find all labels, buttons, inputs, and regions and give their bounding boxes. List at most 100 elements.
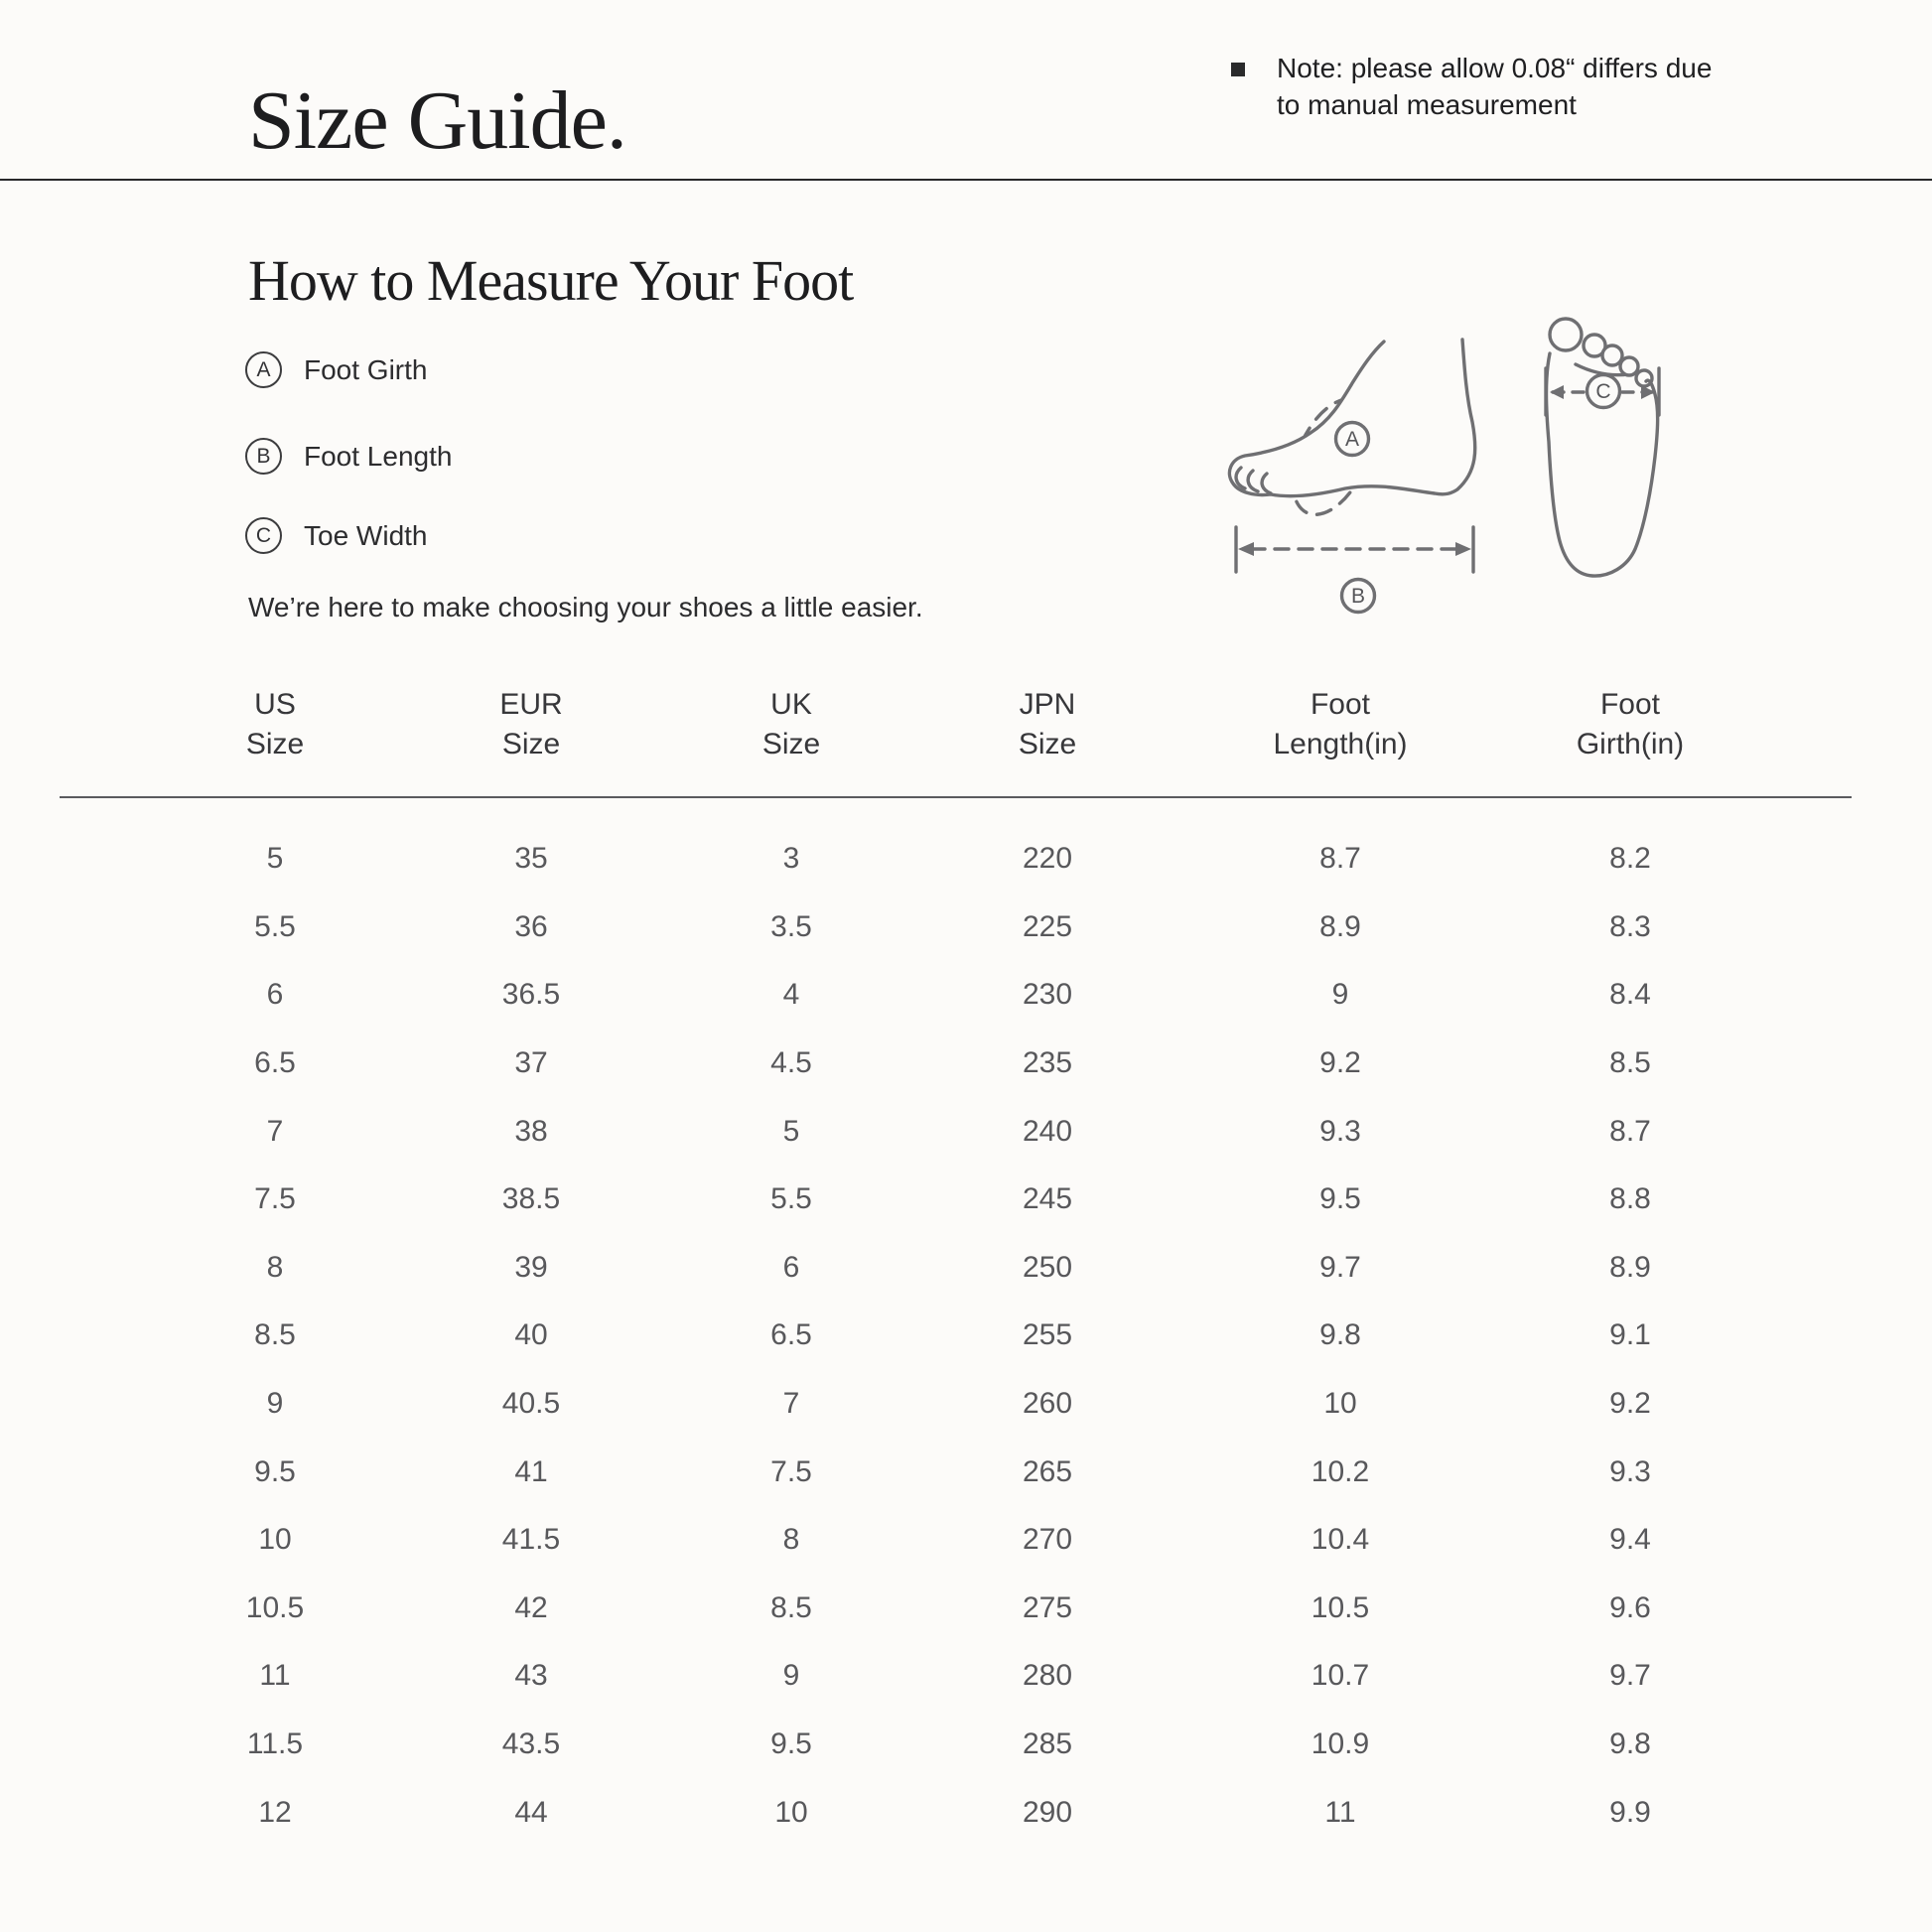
circled-letter-b: B	[245, 438, 282, 475]
note-text: Note: please allow 0.08“ differs due to …	[1277, 53, 1713, 120]
table-cell: 9.1	[1609, 1318, 1651, 1352]
label-b-text: B	[1351, 585, 1365, 608]
toe-curl-lines	[1234, 466, 1273, 495]
toe-5	[1634, 368, 1654, 388]
table-row: 11.5 43.5 9.5 285 10.9 9.8	[0, 1711, 1932, 1779]
table-cell: 10.9	[1311, 1727, 1370, 1761]
table-cell: 280	[1022, 1659, 1073, 1693]
side-foot-outline	[1227, 338, 1477, 498]
table-cell: 220	[1022, 842, 1073, 876]
table-cell: 9.8	[1319, 1318, 1361, 1352]
table-cell: 245	[1022, 1182, 1073, 1216]
table-cell: 7.5	[770, 1454, 812, 1488]
legend-label: Toe Width	[304, 519, 428, 551]
measurement-note: Note: please allow 0.08“ differs due to …	[1231, 50, 1718, 123]
table-cell: 9.7	[1609, 1659, 1651, 1693]
header-line: Length(in)	[1273, 728, 1408, 760]
legend-label: Foot Length	[304, 440, 453, 472]
table-row: 8.5 40 6.5 255 9.8 9.1	[0, 1302, 1932, 1370]
table-cell: 8.9	[1319, 909, 1361, 943]
header-line: Size	[501, 728, 561, 760]
table-cell: 11	[1324, 1795, 1356, 1829]
table-cell: 9.5	[1319, 1182, 1361, 1216]
table-cell: 290	[1022, 1795, 1073, 1829]
legend-key: A	[256, 357, 271, 381]
table-cell: 41	[514, 1454, 548, 1488]
table-cell: 10.4	[1311, 1523, 1370, 1557]
table-cell: 8.2	[1609, 842, 1651, 876]
legend-key: B	[256, 444, 271, 468]
table-cell: 255	[1022, 1318, 1073, 1352]
table-cell: 38.5	[501, 1182, 561, 1216]
table-header-divider	[60, 796, 1852, 798]
table-cell: 270	[1022, 1523, 1073, 1557]
table-cell: 8	[782, 1523, 800, 1557]
width-measure-arrow	[1544, 366, 1661, 417]
side-foot-silhouette	[1229, 340, 1475, 496]
table-row: 5.5 36 3.5 225 8.9 8.3	[0, 894, 1932, 962]
legend-key: C	[255, 523, 272, 547]
table-cell: 39	[514, 1250, 548, 1284]
side-foot-illustration: A B	[1227, 338, 1477, 615]
table-cell: 4.5	[770, 1046, 812, 1080]
table-cell: 3.5	[770, 909, 812, 943]
table-cell: 37	[514, 1046, 548, 1080]
table-row: 6 36.5 4 230 9 8.4	[0, 961, 1932, 1030]
circled-letter-a: A	[245, 351, 282, 388]
table-cell: 9.3	[1319, 1114, 1361, 1148]
table-header-cell: JPN Size	[1019, 685, 1076, 764]
length-measure-arrow	[1234, 525, 1475, 574]
table-cell: 6	[782, 1250, 800, 1284]
header-line: US	[254, 688, 296, 721]
table-row: 9 40.5 7 260 10 9.2	[0, 1370, 1932, 1439]
table-cell: 9	[1331, 978, 1349, 1012]
table-cell: 8.9	[1609, 1250, 1651, 1284]
table-cell: 235	[1022, 1046, 1073, 1080]
table-cell: 10.5	[245, 1590, 305, 1624]
table-cell: 5	[266, 842, 284, 876]
table-cell: 42	[514, 1590, 548, 1624]
table-cell: 40	[514, 1318, 548, 1352]
foot-measurement-diagram: A B	[1227, 317, 1661, 615]
table-header-cell: Foot Girth(in)	[1577, 685, 1684, 764]
table-cell: 11	[259, 1659, 291, 1693]
table-cell: 40.5	[501, 1387, 561, 1421]
header-line: Size	[1018, 728, 1077, 760]
header-line: UK	[770, 688, 812, 721]
table-cell: 8.5	[254, 1318, 296, 1352]
sole-outline	[1544, 351, 1660, 578]
header-divider	[0, 179, 1932, 181]
table-row: 5 35 3 220 8.7 8.2	[0, 825, 1932, 894]
label-a-text: A	[1345, 428, 1359, 451]
table-cell: 5.5	[770, 1182, 812, 1216]
header-line: Foot	[1310, 688, 1371, 721]
table-cell: 9.5	[254, 1454, 296, 1488]
legend-label: Foot Girth	[304, 353, 428, 385]
table-cell: 9.6	[1609, 1590, 1651, 1624]
label-b-circle	[1339, 577, 1377, 615]
table-row: 9.5 41 7.5 265 10.2 9.3	[0, 1438, 1932, 1506]
table-cell: 225	[1022, 909, 1073, 943]
label-c-circle	[1585, 372, 1622, 410]
table-cell: 8.5	[1609, 1046, 1651, 1080]
table-cell: 9.4	[1609, 1523, 1651, 1557]
table-cell: 6.5	[254, 1046, 296, 1080]
table-cell: 240	[1022, 1114, 1073, 1148]
table-cell: 250	[1022, 1250, 1073, 1284]
table-header-row: US Size EUR Size UK Size JPN Size Foot Length…	[0, 685, 1932, 766]
table-header-cell: US Size	[246, 685, 304, 764]
table-cell: 38	[514, 1114, 548, 1148]
tagline-text: We’re here to make choosing your shoes a…	[248, 592, 923, 622]
table-row: 8 39 6 250 9.7 8.9	[0, 1234, 1932, 1303]
table-cell: 7.5	[254, 1182, 296, 1216]
page-title: Size Guide.	[248, 74, 627, 167]
table-cell: 8.7	[1319, 842, 1361, 876]
table-cell: 4	[782, 978, 800, 1012]
table-cell: 12	[258, 1795, 292, 1829]
table-cell: 36	[514, 909, 548, 943]
table-header-cell: Foot Length(in)	[1273, 685, 1407, 764]
table-row: 10.5 42 8.5 275 10.5 9.6	[0, 1575, 1932, 1643]
table-cell: 8.8	[1609, 1182, 1651, 1216]
label-c-text: C	[1595, 380, 1610, 403]
section-heading: How to Measure Your Foot	[248, 248, 854, 313]
